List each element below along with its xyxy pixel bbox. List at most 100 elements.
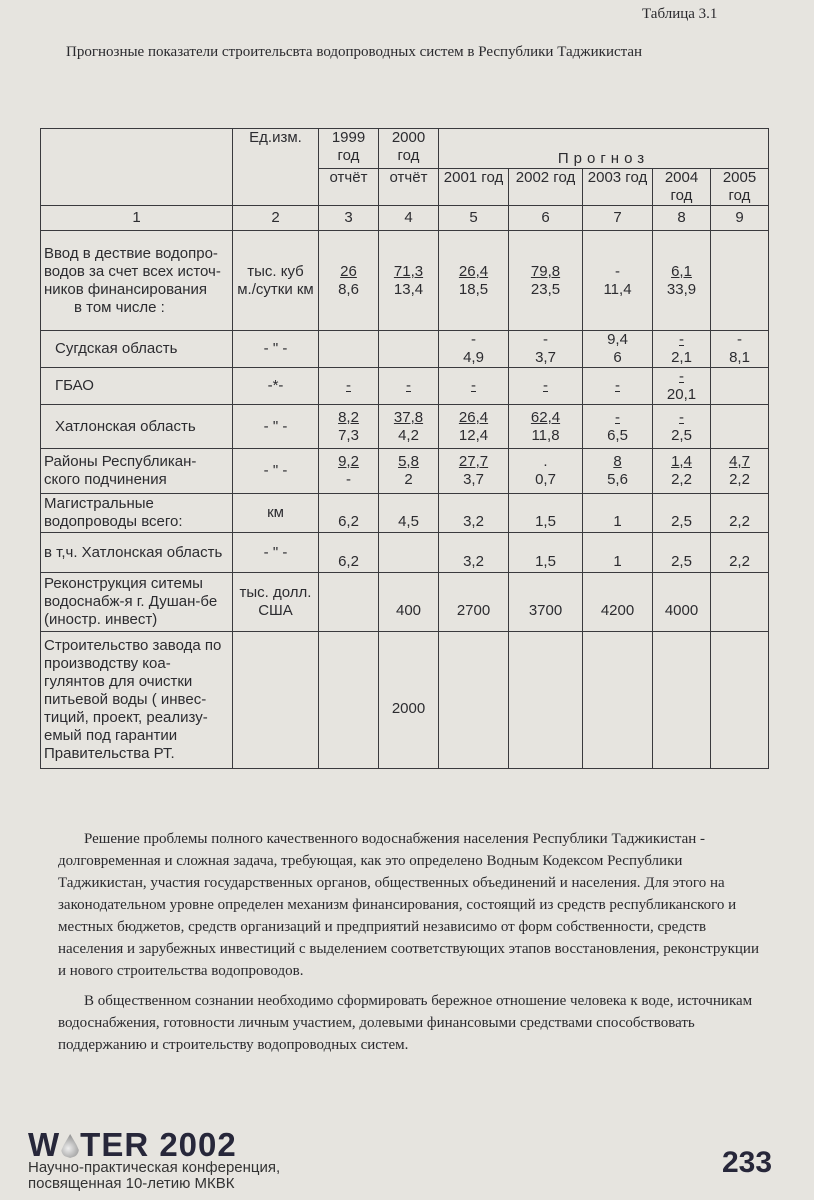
value-bottom: 7,3 [338,426,359,444]
header-2000: 2000 год [378,128,439,169]
value-top [586,535,649,553]
value-cell: 1,5 [508,493,583,533]
value-top [442,495,505,513]
value-bottom: 8,1 [729,349,750,366]
value-cell: 9,4 6 [582,330,653,368]
table-row: Хатлонская область - " -8,2 7,3 37,8 4,2 26,4… [40,404,769,449]
value-bottom: 13,4 [393,280,424,298]
header-1999: 1999 год [318,128,379,169]
row-label: ГБАО [40,367,233,405]
value-top: - [471,377,476,394]
value-cell: -2,1 [652,330,711,368]
value-top [586,691,649,709]
value-cell: 8,2 7,3 [318,404,379,449]
table-row: ГБАО -*- - - - - - -20,1 [40,367,769,405]
value-top [322,340,375,358]
value-bottom: 6,2 [338,513,359,530]
value-bottom: 6,2 [338,552,359,570]
row-unit: - " - [232,532,319,573]
value-top: - [346,377,351,394]
water-2002-logo: W TER 2002 [28,1126,237,1164]
value-cell: 2,2 [710,493,769,533]
value-top: - [543,331,548,348]
value-bottom: 2,2 [729,471,750,488]
value-cell: . 0,7 [508,448,583,494]
row-unit: -*- [232,367,319,405]
value-top: 4,7 [729,453,750,470]
value-cell: -8,1 [710,330,769,368]
value-bottom: 2,2 [729,552,750,570]
value-cell: 37,8 4,2 [378,404,439,449]
forecast-table: Ед.изм. 1999 год 2000 год Прогноз отчёт … [40,128,769,769]
row-unit: тыс. куб м./сутки км [232,230,319,331]
value-top: 27,7 [458,453,489,470]
value-top [714,495,765,513]
row-label-text: Реконструкция ситемы водоснабж-я г. Душа… [44,575,218,628]
value-cell [378,330,439,368]
row-sublabel: в том числе : [74,298,165,316]
row-label-text: ГБАО [55,377,94,394]
row-unit: - " - [232,404,319,449]
value-cell: 2700 [438,572,509,632]
value-top [442,691,505,709]
value-bottom: 4200 [600,602,635,619]
value-bottom: 2,5 [671,513,692,530]
page-number: 233 [722,1146,773,1179]
value-top [382,544,435,562]
value-bottom: 1,5 [535,513,556,530]
value-cell: 4200 [582,572,653,632]
value-top [656,691,707,709]
table-row: Магистральные водопроводы всего: км 6,2 4… [40,493,769,533]
value-top [442,535,505,553]
column-number: 9 [710,205,769,231]
value-bottom: 6 [613,349,622,366]
column-number: 8 [652,205,711,231]
header-forecast: Прогноз [438,128,769,169]
row-label: в т,ч. Хатлонская область [40,532,233,573]
value-cell: 1 [582,532,653,573]
value-cell: 3,2 [438,532,509,573]
paragraph: Решение проблемы полного качественного в… [58,831,759,979]
conference-line-2: посвященная 10-летию МКВК [28,1175,235,1192]
value-bottom: 3,2 [463,552,484,570]
value-cell: 3700 [508,572,583,632]
value-top: - [737,331,742,348]
value-cell [318,330,379,368]
row-label-text: Ввод в дествие водопро-водов за счет все… [44,244,221,298]
value-bottom: 11,8 [531,426,560,444]
value-cell [318,572,379,632]
value-top: 26,4 [458,262,489,280]
value-top: - [615,377,620,394]
value-cell: -2,5 [652,404,711,449]
value-cell: 400 [378,572,439,632]
value-bottom: 4000 [664,602,699,619]
value-cell [710,404,769,449]
header-report-1999: отчёт [318,168,379,206]
value-bottom: 0,7 [535,471,556,488]
row-label: Ввод в дествие водопро-водов за счет все… [40,230,233,331]
value-cell: 62,4 11,8 [508,404,583,449]
value-top [442,584,505,602]
value-bottom: 2,1 [671,349,692,366]
value-top: - [679,408,684,426]
value-top [382,340,435,358]
value-bottom: 2700 [456,602,491,619]
value-bottom: 1,5 [535,552,556,570]
value-top [586,584,649,602]
value-top: 71,3 [393,262,424,280]
value-bottom: - [346,471,351,488]
value-cell: 4,7 2,2 [710,448,769,494]
value-top [322,593,375,611]
table-title: Прогнозные показатели строительсвта водо… [66,44,643,60]
value-top: - [615,262,620,280]
body-text: Решение проблемы полного качественного в… [58,828,764,1056]
value-cell [582,631,653,769]
value-cell: - [318,367,379,405]
value-cell: - [378,367,439,405]
value-cell: 6,1 33,9 [652,230,711,331]
value-cell [710,631,769,769]
value-cell: -20,1 [652,367,711,405]
value-cell: 71,3 13,4 [378,230,439,331]
value-cell: -11,4 [582,230,653,331]
